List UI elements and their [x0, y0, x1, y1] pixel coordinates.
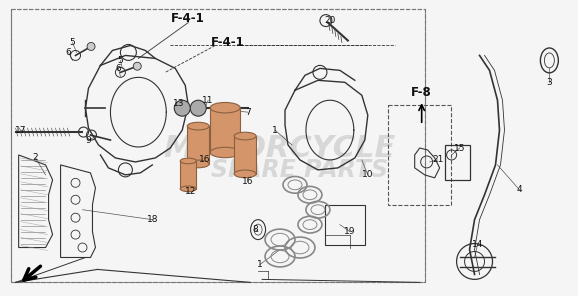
Circle shape — [134, 62, 141, 70]
Text: SPARE PARTS: SPARE PARTS — [212, 158, 388, 182]
Bar — [234, 136, 256, 174]
Circle shape — [175, 100, 190, 116]
Text: 20: 20 — [324, 16, 336, 25]
Text: 1: 1 — [272, 126, 278, 135]
Text: 7: 7 — [245, 108, 251, 117]
Text: 11: 11 — [202, 96, 214, 105]
Text: 1: 1 — [257, 260, 263, 269]
Text: F-4-1: F-4-1 — [212, 36, 245, 49]
Ellipse shape — [210, 147, 240, 158]
Bar — [388, 105, 451, 205]
Text: 8: 8 — [252, 225, 258, 234]
Text: 18: 18 — [147, 215, 158, 224]
Text: F-4-1: F-4-1 — [171, 12, 205, 25]
Text: 9: 9 — [86, 136, 91, 144]
Text: 2: 2 — [33, 153, 38, 163]
Text: 15: 15 — [454, 144, 465, 152]
Text: 14: 14 — [472, 240, 483, 249]
Text: F-8: F-8 — [412, 86, 432, 99]
Bar — [180, 161, 196, 189]
Ellipse shape — [180, 186, 196, 192]
Text: MOTORCYCLE: MOTORCYCLE — [164, 133, 396, 163]
Bar — [444, 145, 469, 180]
Text: 6: 6 — [66, 48, 72, 57]
Text: 17: 17 — [15, 126, 27, 135]
Ellipse shape — [234, 132, 256, 140]
Bar — [325, 205, 365, 244]
Ellipse shape — [234, 170, 256, 178]
Bar — [10, 9, 425, 282]
Ellipse shape — [187, 122, 209, 130]
Text: 4: 4 — [517, 185, 523, 194]
Circle shape — [190, 100, 206, 116]
Circle shape — [87, 43, 95, 50]
Text: 19: 19 — [344, 227, 355, 236]
Text: 5: 5 — [117, 56, 123, 65]
Bar — [187, 126, 209, 164]
Ellipse shape — [210, 102, 240, 113]
Text: 3: 3 — [546, 78, 552, 87]
Text: 16: 16 — [199, 155, 211, 165]
Bar — [210, 108, 240, 152]
Text: 12: 12 — [184, 187, 196, 196]
Text: 13: 13 — [172, 99, 184, 108]
Ellipse shape — [187, 160, 209, 168]
Text: 5: 5 — [69, 38, 75, 47]
Text: 10: 10 — [362, 170, 373, 179]
Text: 16: 16 — [242, 177, 254, 186]
Ellipse shape — [180, 158, 196, 164]
Text: 21: 21 — [432, 155, 443, 165]
Text: 6: 6 — [116, 64, 121, 73]
